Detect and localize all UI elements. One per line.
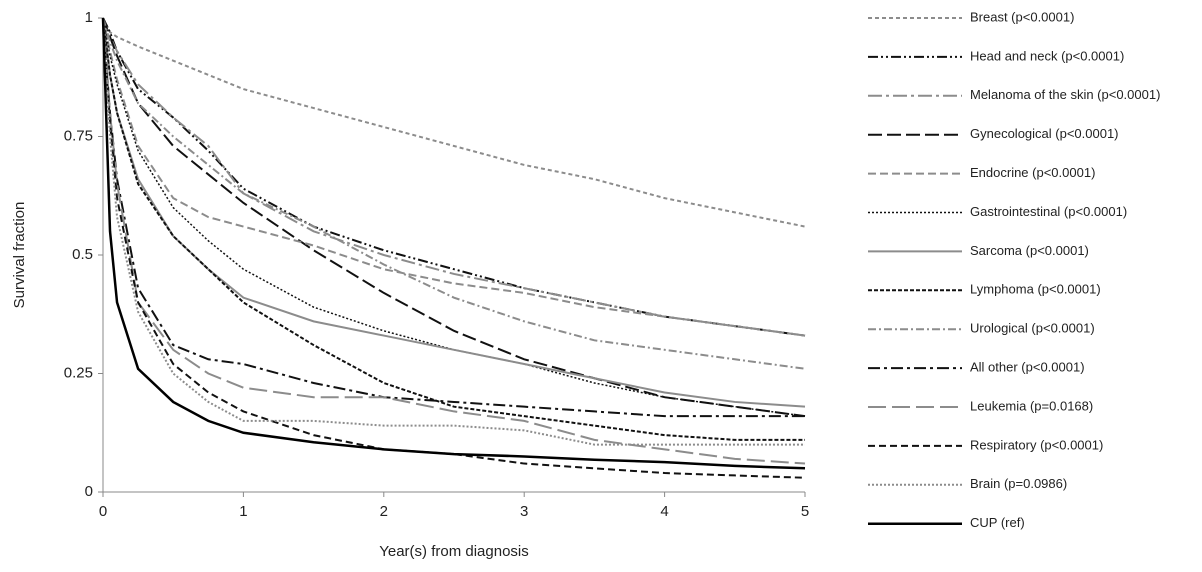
y-axis-label: Survival fraction bbox=[11, 202, 28, 309]
y-tick-label: 0.5 bbox=[72, 246, 93, 263]
legend-label: Gynecological (p<0.0001) bbox=[970, 126, 1119, 141]
y-tick-label: 1 bbox=[85, 9, 93, 26]
series-line bbox=[102, 17, 806, 465]
series-line bbox=[101, 17, 806, 470]
x-tick-label: 2 bbox=[380, 503, 388, 520]
series-line bbox=[102, 17, 806, 228]
series-line bbox=[102, 17, 806, 479]
legend-label: Gastrointestinal (p<0.0001) bbox=[970, 204, 1127, 219]
legend-label: Respiratory (p<0.0001) bbox=[970, 437, 1103, 452]
x-tick-label: 1 bbox=[239, 503, 247, 520]
series-line bbox=[102, 17, 806, 417]
series-line bbox=[102, 17, 806, 337]
x-tick-label: 3 bbox=[520, 503, 528, 520]
x-tick-label: 4 bbox=[660, 503, 668, 520]
series-line bbox=[102, 17, 806, 337]
legend-label: Lymphoma (p<0.0001) bbox=[970, 282, 1101, 297]
x-tick-label: 5 bbox=[801, 503, 809, 520]
series-line bbox=[102, 17, 805, 446]
legend-label: All other (p<0.0001) bbox=[970, 360, 1085, 375]
series-line bbox=[102, 17, 806, 337]
series-line bbox=[102, 17, 806, 370]
x-tick-label: 0 bbox=[99, 503, 107, 520]
y-tick-label: 0.25 bbox=[64, 364, 93, 381]
legend-label: Melanoma of the skin (p<0.0001) bbox=[970, 87, 1160, 102]
legend-label: Sarcoma (p<0.0001) bbox=[970, 243, 1089, 258]
x-axis-label: Year(s) from diagnosis bbox=[379, 543, 529, 560]
legend-label: Breast (p<0.0001) bbox=[970, 9, 1074, 24]
legend-label: Leukemia (p=0.0168) bbox=[970, 398, 1093, 413]
series-line bbox=[102, 17, 806, 408]
legend-label: CUP (ref) bbox=[970, 515, 1025, 530]
y-tick-label: 0 bbox=[85, 483, 93, 500]
legend-label: Urological (p<0.0001) bbox=[970, 321, 1095, 336]
legend-label: Endocrine (p<0.0001) bbox=[970, 165, 1095, 180]
y-tick-label: 0.75 bbox=[64, 127, 93, 144]
legend-label: Brain (p=0.0986) bbox=[970, 476, 1067, 491]
series-line bbox=[102, 17, 806, 418]
series-line bbox=[102, 17, 805, 418]
series-line bbox=[102, 17, 805, 441]
legend-label: Head and neck (p<0.0001) bbox=[970, 48, 1124, 63]
